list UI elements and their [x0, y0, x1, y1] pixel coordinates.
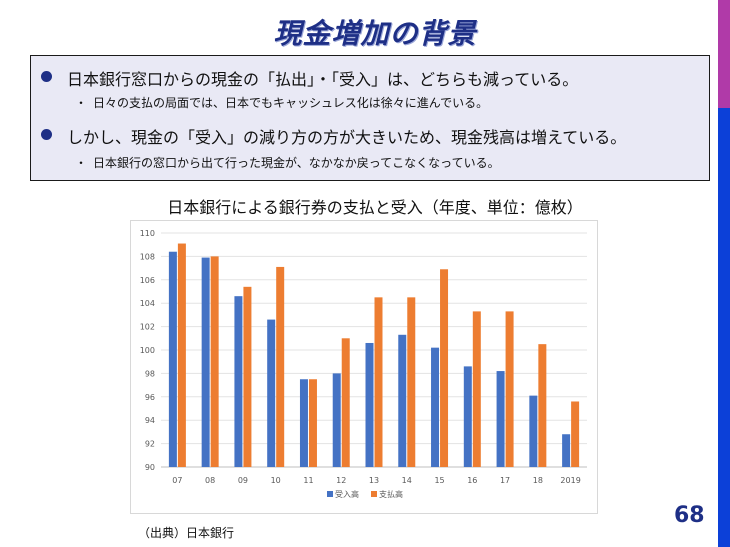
- x-tick-label: 10: [271, 476, 281, 485]
- x-tick-label: 11: [303, 476, 313, 485]
- y-tick-label: 94: [145, 416, 155, 425]
- legend-swatch: [327, 491, 333, 497]
- bar-payments: [440, 269, 449, 467]
- x-tick-label: 13: [369, 476, 379, 485]
- y-tick-label: 102: [140, 323, 155, 332]
- y-tick-label: 110: [140, 229, 155, 238]
- legend-label: 支払高: [379, 489, 403, 499]
- bullet-dot-icon: [41, 71, 52, 82]
- bar-receipts: [234, 296, 243, 467]
- y-tick-label: 106: [140, 276, 155, 285]
- bar-payments: [374, 297, 383, 467]
- bullet-1-text: 日本銀行窓口からの現金の「払出」・「受入」は、どちらも減っている。: [67, 70, 579, 89]
- bar-chart: 90 92 94 96 98 100 102 104 106 108 110 07 08 09 10 11 12…: [140, 229, 587, 499]
- bar-payments: [505, 311, 514, 467]
- page-number: 68: [674, 503, 705, 528]
- x-tick-label: 14: [402, 476, 412, 485]
- bar-receipts: [299, 379, 308, 467]
- bar-payments: [210, 256, 219, 467]
- y-tick-label: 100: [140, 346, 155, 355]
- bar-receipts: [332, 373, 341, 467]
- source-note: （出典）日本銀行: [138, 526, 235, 540]
- x-tick-label: 2019: [560, 476, 580, 485]
- y-tick-label: 96: [145, 393, 155, 402]
- x-tick-label: 08: [205, 476, 215, 485]
- bar-receipts: [529, 395, 538, 467]
- bar-receipts: [398, 334, 407, 467]
- bar-payments: [538, 344, 547, 467]
- bar-receipts: [201, 257, 210, 467]
- bar-payments: [243, 286, 252, 467]
- bullet-2-text: しかし、現金の「受入」の減り方の方が大きいため、現金残高は増えている。: [67, 128, 627, 147]
- sub-bullet-marker: ・: [75, 156, 88, 170]
- x-tick-label: 07: [172, 476, 182, 485]
- y-tick-label: 104: [140, 299, 155, 308]
- accent-bar-bottom: [718, 108, 730, 547]
- bar-receipts: [365, 342, 374, 467]
- x-tick-label: 18: [533, 476, 543, 485]
- y-tick-label: 90: [145, 463, 155, 472]
- bar-receipts: [496, 371, 505, 467]
- bar-payments: [341, 338, 350, 467]
- bar-receipts: [168, 251, 177, 467]
- x-tick-label: 09: [238, 476, 248, 485]
- y-tick-label: 92: [145, 440, 155, 449]
- accent-bar-top: [718, 0, 730, 108]
- y-tick-label: 98: [145, 369, 155, 378]
- chart-frame: 90 92 94 96 98 100 102 104 106 108 110 07 08 09 10 11 12…: [130, 220, 598, 514]
- legend-label: 受入高: [335, 489, 359, 499]
- sub-bullet-1-text: 日々の支払の局面では、日本でもキャッシュレス化は徐々に進んでいる。: [93, 96, 489, 110]
- bar-payments: [472, 311, 481, 467]
- slide-title: 現金増加の背景: [273, 17, 477, 50]
- summary-box: 日本銀行窓口からの現金の「払出」・「受入」は、どちらも減っている。 ・ 日々の支…: [30, 55, 710, 181]
- bar-payments: [571, 401, 580, 467]
- x-tick-label: 17: [500, 476, 510, 485]
- bar-receipts: [267, 319, 276, 467]
- sub-bullet-2-text: 日本銀行の窓口から出て行った現金が、なかなか戻ってこなくなっている。: [93, 156, 500, 170]
- bar-receipts: [562, 434, 571, 467]
- chart-title: 日本銀行による銀行券の支払と受入（年度、単位：億枚）: [167, 198, 583, 217]
- y-tick-label: 108: [140, 252, 155, 261]
- bar-receipts: [431, 347, 440, 467]
- bullet-dot-icon: [41, 129, 52, 140]
- x-tick-label: 15: [434, 476, 444, 485]
- legend-swatch: [371, 491, 377, 497]
- bar-payments: [407, 297, 416, 467]
- bar-payments: [177, 243, 186, 467]
- bar-payments: [308, 379, 317, 467]
- bar-payments: [276, 266, 285, 467]
- sub-bullet-marker: ・: [75, 96, 88, 110]
- x-tick-label: 12: [336, 476, 346, 485]
- x-tick-label: 16: [467, 476, 477, 485]
- bar-receipts: [463, 366, 472, 467]
